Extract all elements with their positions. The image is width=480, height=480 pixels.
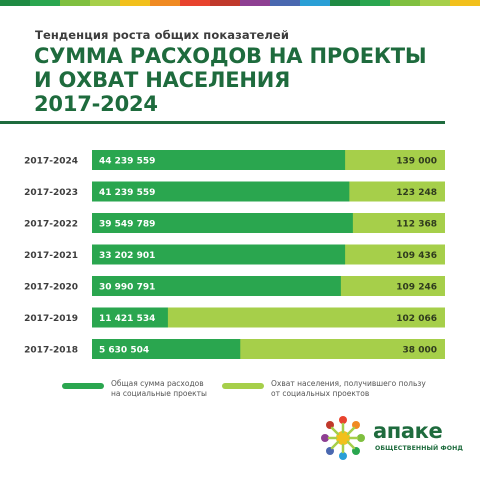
bar-expenses: [92, 276, 341, 296]
bar-expenses: [92, 244, 346, 265]
color-strip-segment: [0, 0, 30, 6]
data-label-coverage: 139 000: [396, 157, 437, 167]
bar-expenses: [92, 339, 241, 359]
logo-name: апаке: [373, 419, 443, 443]
data-label-coverage: 102 066: [396, 314, 437, 324]
title-line-1: СУММА РАСХОДОВ НА ПРОЕКТЫ: [34, 44, 427, 68]
category-label: 2017-2023: [24, 188, 78, 198]
data-label-expenses: 33 202 901: [99, 251, 155, 261]
color-strip-segment: [90, 0, 120, 6]
stacked-bar-chart: 2017-2024 44 239 559 139 000 2017-2023 41 23…: [24, 150, 445, 359]
color-strip-segment: [450, 0, 480, 6]
color-strip-segment: [420, 0, 450, 6]
title-line-3: 2017-2024: [34, 92, 158, 116]
color-strip-segment: [270, 0, 300, 6]
category-label: 2017-2020: [24, 283, 78, 293]
data-label-expenses: 11 421 534: [99, 314, 155, 324]
data-label-coverage: 109 246: [396, 283, 437, 293]
category-label: 2017-2021: [24, 251, 78, 261]
category-label: 2017-2019: [24, 314, 78, 324]
legend-label-coverage-line-2: от социальных проектов: [271, 389, 370, 398]
data-label-coverage: 112 368: [396, 220, 437, 230]
data-label-expenses: 41 239 559: [99, 188, 155, 198]
legend-swatch-expenses: [62, 383, 104, 389]
legend-label-expenses: Общая сумма расходов на социальные проек…: [111, 379, 207, 399]
bar-expenses: [92, 181, 350, 202]
data-label-expenses: 30 990 791: [99, 283, 155, 293]
color-strip-segment: [240, 0, 270, 6]
color-strip-segment: [300, 0, 330, 6]
color-strip-segment: [60, 0, 90, 6]
apake-logo-icon: [321, 416, 365, 460]
logo-subtitle: ОБЩЕСТВЕННЫЙ ФОНД: [375, 445, 463, 452]
category-label: 2017-2024: [24, 157, 78, 167]
data-label-coverage: 123 248: [396, 188, 437, 198]
bar-expenses: [92, 307, 168, 328]
data-label-coverage: 38 000: [403, 346, 437, 356]
color-strip-segment: [30, 0, 60, 6]
bar-coverage: [92, 307, 445, 328]
data-label-expenses: 44 239 559: [99, 157, 155, 167]
legend-label-coverage: Охват населения, получившего пользу от с…: [271, 379, 426, 399]
category-label: 2017-2022: [24, 220, 78, 230]
data-label-coverage: 109 436: [396, 251, 437, 261]
data-label-expenses: 5 630 504: [99, 346, 149, 356]
title-line-2: И ОХВАТ НАСЕЛЕНИЯ: [34, 68, 291, 92]
category-label: 2017-2018: [24, 346, 78, 356]
legend-label-expenses-line-1: Общая сумма расходов: [111, 379, 204, 388]
chart-title: СУММА РАСХОДОВ НА ПРОЕКТЫ И ОХВАТ НАСЕЛЕ…: [34, 44, 454, 116]
color-strip-segment: [360, 0, 390, 6]
color-strip: [0, 0, 480, 6]
color-strip-segment: [150, 0, 180, 6]
data-label-expenses: 39 549 789: [99, 220, 155, 230]
title-divider: [0, 121, 445, 124]
bar-expenses: [92, 213, 353, 233]
color-strip-segment: [330, 0, 360, 6]
legend-label-expenses-line-2: на социальные проекты: [111, 389, 207, 398]
legend-label-coverage-line-1: Охват населения, получившего пользу: [271, 379, 426, 388]
color-strip-segment: [390, 0, 420, 6]
color-strip-segment: [180, 0, 210, 6]
bar-expenses: [92, 150, 346, 170]
color-strip-segment: [120, 0, 150, 6]
color-strip-segment: [210, 0, 240, 6]
legend-swatch-coverage: [222, 383, 264, 389]
chart-subtitle: Тенденция роста общих показателей: [35, 28, 289, 42]
